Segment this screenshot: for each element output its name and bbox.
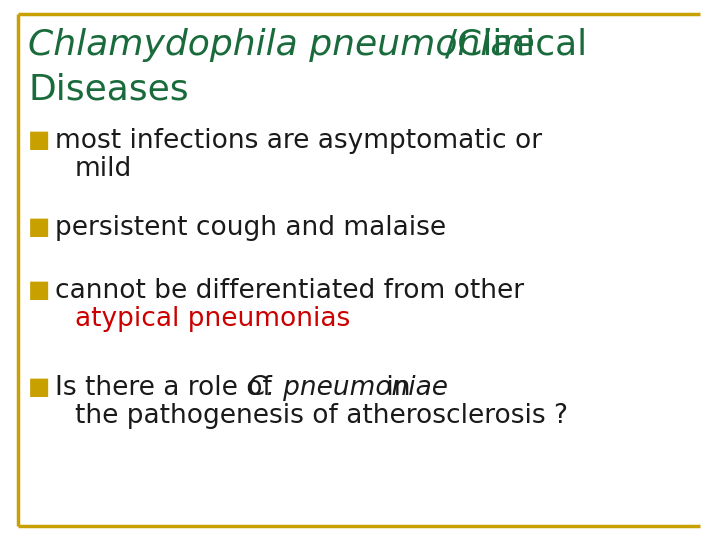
Text: in: in (378, 375, 410, 401)
Text: ■: ■ (28, 128, 50, 152)
Text: ■: ■ (28, 375, 50, 399)
Text: mild: mild (75, 156, 132, 182)
Text: most infections are asymptomatic or: most infections are asymptomatic or (55, 128, 542, 154)
Text: ■: ■ (28, 215, 50, 239)
Text: Is there a role of: Is there a role of (55, 375, 280, 401)
Text: persistent cough and malaise: persistent cough and malaise (55, 215, 446, 241)
Text: the pathogenesis of atherosclerosis ?: the pathogenesis of atherosclerosis ? (75, 403, 568, 429)
Text: /Clinical: /Clinical (445, 28, 587, 62)
Text: Chlamydophila pneumoniae: Chlamydophila pneumoniae (28, 28, 535, 62)
Text: C. pneumoniae: C. pneumoniae (248, 375, 448, 401)
Text: ■: ■ (28, 278, 50, 302)
Text: Diseases: Diseases (28, 72, 189, 106)
Text: atypical pneumonias: atypical pneumonias (75, 306, 350, 332)
Text: cannot be differentiated from other: cannot be differentiated from other (55, 278, 524, 304)
